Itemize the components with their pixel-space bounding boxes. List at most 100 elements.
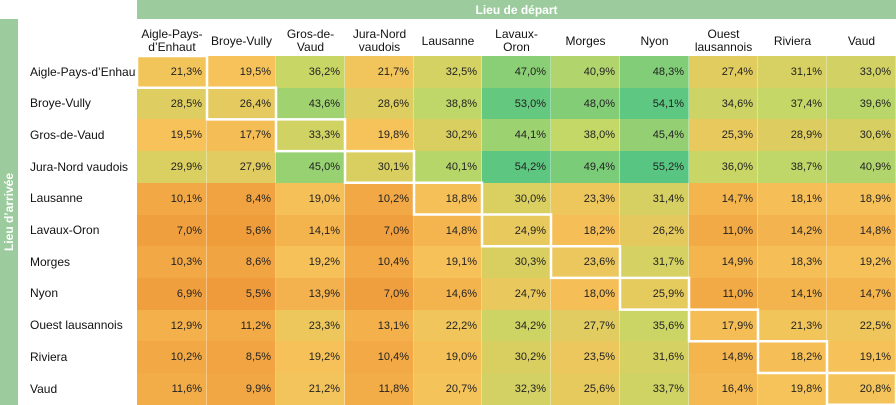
heatmap-cell: 18,2% [758, 341, 827, 374]
heatmap-cell: 14,7% [689, 182, 758, 215]
heatmap-cell: 38,7% [758, 151, 827, 184]
heatmap-cell: 21,2% [276, 373, 345, 405]
heatmap-cell: 9,9% [207, 373, 276, 405]
heatmap-cell: 31,1% [758, 56, 827, 89]
heatmap-cell: 47,0% [482, 56, 551, 89]
heatmap-cell: 19,0% [414, 341, 482, 374]
heatmap-cell: 30,2% [482, 341, 551, 374]
heatmap-cell: 34,6% [689, 87, 758, 120]
heatmap-cell: 10,2% [345, 182, 414, 215]
row-header: Lausanne [30, 191, 83, 206]
heatmap-cell: 27,9% [207, 151, 276, 184]
heatmap-cell: 30,1% [345, 151, 414, 184]
heatmap-cell: 17,7% [207, 119, 276, 152]
heatmap-cell: 34,2% [482, 309, 551, 342]
heatmap-cell: 18,9% [827, 182, 896, 215]
heatmap-cell: 28,5% [137, 87, 207, 120]
heatmap-cell: 55,2% [620, 151, 689, 184]
heatmap-cell: 19,5% [207, 56, 276, 89]
heatmap-cell: 33,3% [276, 119, 345, 152]
heatmap-cell: 8,5% [207, 341, 276, 374]
row-header: Aigle-Pays-d’Enhaut [30, 64, 139, 79]
heatmap-cell: 30,6% [827, 119, 896, 152]
heatmap-cell: 16,4% [689, 373, 758, 405]
heatmap-cell: 43,6% [276, 87, 345, 120]
heatmap-cell: 48,3% [620, 56, 689, 89]
heatmap-cell: 39,6% [827, 87, 896, 120]
heatmap-cell: 19,8% [345, 119, 414, 152]
heatmap-cell: 10,1% [137, 182, 207, 215]
heatmap-cell: 14,2% [758, 214, 827, 247]
x-axis-title-band: Lieu de départ [137, 0, 896, 19]
heatmap-cell: 28,6% [345, 87, 414, 120]
row-header: Riviera [30, 349, 68, 364]
heatmap-cell: 36,2% [276, 56, 345, 89]
heatmap-cell: 40,9% [827, 151, 896, 184]
heatmap-cell: 21,7% [345, 56, 414, 89]
column-header: Riviera [773, 33, 812, 48]
heatmap-cell: 12,9% [137, 309, 207, 342]
heatmap-cell: 10,3% [137, 246, 207, 279]
heatmap-cell: 44,1% [482, 119, 551, 152]
heatmap-cell: 5,5% [207, 277, 276, 311]
row-header: Lavaux-Oron [30, 223, 100, 237]
column-header: Gros-de-Vaud [286, 27, 335, 54]
heatmap-cell: 19,8% [758, 373, 827, 405]
heatmap-cell: 8,4% [207, 182, 276, 215]
heatmap-cell: 45,4% [620, 119, 689, 152]
heatmap-cell: 14,1% [276, 214, 345, 247]
heatmap-cell: 14,1% [758, 277, 827, 311]
heatmap-cell: 54,2% [482, 151, 551, 184]
column-header: Broye-Vully [211, 33, 272, 48]
heatmap-cell: 13,1% [345, 309, 414, 342]
column-header: Morges [565, 33, 606, 48]
heatmap-cell: 19,5% [137, 119, 207, 152]
heatmap-cell: 30,3% [482, 246, 551, 279]
heatmap-cell: 18,0% [551, 277, 620, 311]
heatmap-cell: 7,0% [137, 214, 207, 247]
heatmap-cell: 14,8% [827, 214, 896, 247]
heatmap-cell: 6,9% [137, 277, 207, 311]
heatmap-cell: 18,3% [758, 246, 827, 279]
column-header: Lavaux-Oron [495, 27, 538, 54]
heatmap-cell: 28,9% [758, 119, 827, 152]
heatmap-cell: 17,9% [689, 309, 758, 342]
heatmap-cell: 26,2% [620, 214, 689, 247]
heatmap-cell: 40,1% [414, 151, 482, 184]
heatmap-cell: 19,2% [827, 246, 896, 279]
heatmap-cell: 22,5% [827, 309, 896, 342]
heatmap-cell: 22,2% [414, 309, 482, 342]
heatmap-cell: 31,4% [620, 182, 689, 215]
heatmap-cell: 14,8% [414, 214, 482, 247]
heatmap-cell: 21,3% [137, 56, 207, 89]
heatmap-cell: 23,5% [551, 341, 620, 374]
heatmap-cell: 31,6% [620, 341, 689, 374]
heatmap-cell: 29,9% [137, 151, 207, 184]
heatmap-cell: 19,0% [276, 182, 345, 215]
row-header: Nyon [30, 286, 59, 301]
heatmap-cell: 14,9% [689, 246, 758, 279]
column-header: Vaud [847, 33, 876, 48]
heatmap-cell: 21,3% [758, 309, 827, 342]
heatmap-cell: 20,7% [414, 373, 482, 405]
heatmap-cell: 33,7% [620, 373, 689, 405]
heatmap-cell: 18,8% [414, 182, 482, 215]
column-header: Nyon [640, 33, 669, 48]
heatmap-cell: 25,6% [551, 373, 620, 405]
heatmap-cell: 32,3% [482, 373, 551, 405]
heatmap-cell: 25,9% [620, 277, 689, 311]
heatmap-cell: 32,5% [414, 56, 482, 89]
heatmap-cell: 8,6% [207, 246, 276, 279]
heatmap-cell: 53,0% [482, 87, 551, 120]
column-header: Ouest lausannois [694, 27, 753, 54]
x-axis-title: Lieu de départ [475, 2, 558, 17]
row-header: Gros-de-Vaud [30, 127, 105, 142]
column-header: Lausanne [421, 33, 475, 48]
row-header: Jura-Nord vaudois [30, 159, 129, 174]
heatmap-cell: 48,0% [551, 87, 620, 120]
column-header: Jura-Nord vaudois [352, 27, 407, 54]
heatmap-cell: 14,6% [414, 277, 482, 311]
heatmap-cell: 33,0% [827, 56, 896, 89]
heatmap-cell: 40,9% [551, 56, 620, 89]
row-header: Ouest lausannois [30, 318, 123, 333]
